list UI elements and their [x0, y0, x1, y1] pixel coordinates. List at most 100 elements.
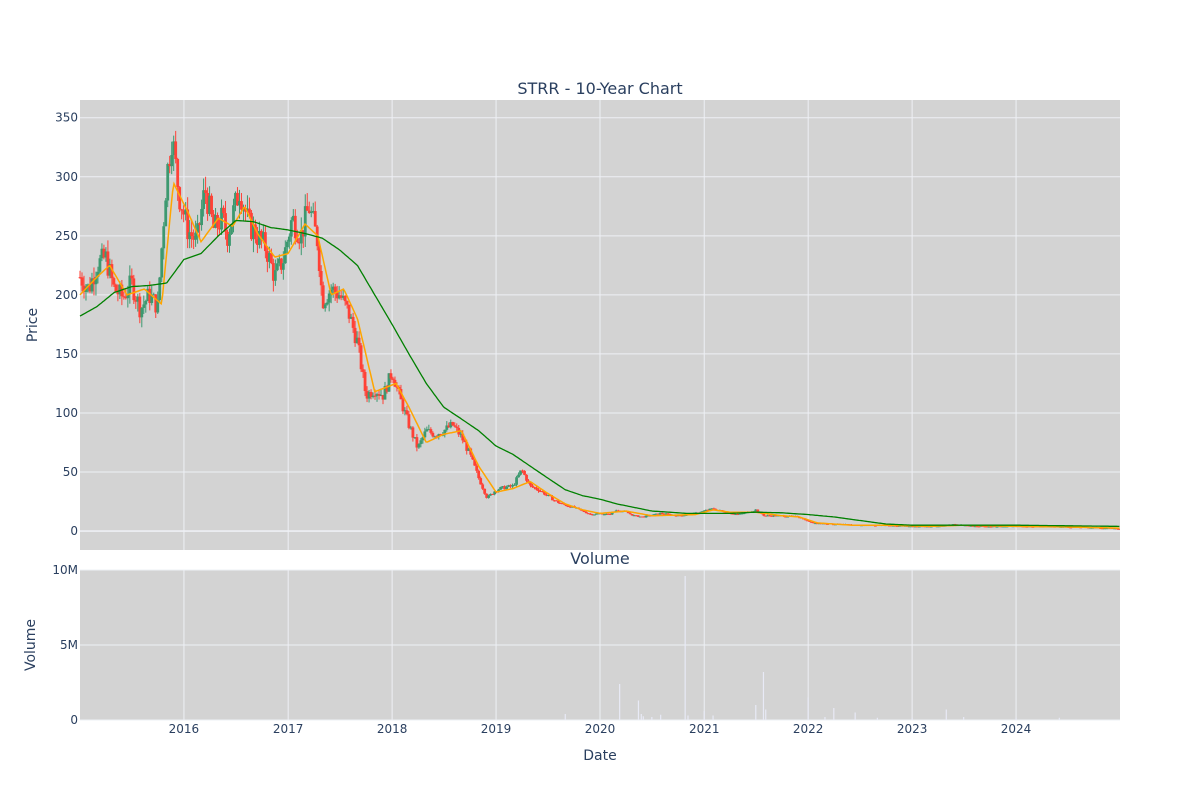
candle-body [413, 437, 417, 439]
candle-body [523, 470, 526, 475]
candle-body [108, 264, 112, 276]
date-x-tick-label: 2020 [585, 722, 616, 736]
candle-body [277, 258, 281, 264]
candle-body [543, 491, 546, 495]
date-x-tick-label: 2018 [377, 722, 408, 736]
candle-body [491, 493, 495, 495]
candle-body [202, 190, 205, 209]
candle-body [230, 224, 233, 235]
candle-body [652, 514, 656, 516]
candle-body [584, 511, 588, 514]
candle-body [559, 502, 562, 504]
candle-body [592, 514, 596, 516]
candle-body [236, 192, 239, 206]
candle-body [94, 276, 98, 285]
volume-bar [637, 700, 640, 720]
candle-body [582, 510, 586, 512]
candle-body [152, 294, 156, 296]
candle-body [568, 506, 572, 508]
candle-body [915, 526, 919, 528]
candle-body [503, 486, 507, 490]
candle-body [244, 208, 247, 212]
candle-body [738, 513, 742, 515]
candle-body [736, 514, 740, 516]
candle-body [415, 437, 419, 448]
candle-body [1117, 528, 1120, 530]
candle-body [172, 141, 176, 156]
candle-body [234, 192, 237, 206]
candle-body [808, 520, 811, 522]
candle-body [369, 392, 373, 397]
candle-body [363, 371, 367, 392]
date-x-ticks: 2016 2017 2018 2019 2020 2021 2022 2023 2024 [169, 722, 1032, 736]
candle-body [134, 300, 138, 302]
candle-body [317, 246, 321, 271]
candle-body [82, 285, 86, 292]
candle-body [200, 208, 203, 226]
candle-body [511, 485, 514, 487]
candle-body [814, 523, 817, 525]
candle-body [357, 337, 361, 346]
candle-body [451, 422, 455, 426]
date-x-tick-label: 2024 [1001, 722, 1032, 736]
candle-body [256, 239, 259, 245]
volume-bars [564, 576, 1060, 720]
candle-body [812, 522, 815, 524]
candle-body [806, 520, 810, 522]
volume-axis-title: Volume [23, 619, 39, 671]
candle-body [407, 414, 411, 428]
candle-body [343, 295, 347, 302]
candle-body [311, 211, 315, 213]
candle-body [337, 295, 341, 299]
candle-body [144, 301, 148, 305]
candle-body [973, 526, 977, 528]
candle-body [551, 496, 554, 501]
candle-body [186, 209, 190, 240]
candle-body [674, 515, 678, 517]
candle-body [1103, 528, 1107, 530]
candle-body [487, 495, 491, 498]
candle-body [632, 515, 636, 517]
candle-body [975, 526, 979, 528]
candle-body [636, 515, 640, 517]
candle-body [969, 525, 973, 527]
candle-body [417, 444, 421, 448]
price-y-tick-label: 150 [55, 347, 78, 361]
candle-body [174, 141, 178, 160]
candle-body [90, 278, 94, 292]
candle-body [764, 515, 768, 517]
candle-body [455, 426, 459, 428]
candle-body [533, 487, 536, 489]
candle-body [704, 510, 708, 512]
candle-body [909, 526, 913, 528]
candle-body [664, 513, 668, 515]
candle-body [768, 515, 772, 517]
candle-body [463, 440, 467, 443]
candle-body [439, 434, 443, 436]
volume-bar [945, 709, 947, 720]
price-axis-title: Price [25, 308, 41, 342]
candle-body [497, 489, 501, 492]
candle-body [122, 296, 126, 298]
candle-body [359, 345, 363, 370]
candle-body [375, 394, 379, 396]
candle-body [437, 434, 441, 437]
candle-body [431, 432, 435, 437]
candle-body [321, 285, 325, 309]
candle-body [730, 513, 734, 515]
candle-body [897, 525, 901, 527]
candle-body [983, 526, 987, 528]
candle-body [313, 211, 317, 227]
candle-body [112, 278, 116, 285]
candle-body [114, 284, 118, 292]
candle-body [658, 513, 662, 515]
candle-body [644, 515, 648, 518]
candle-body [345, 301, 349, 305]
candle-body [208, 195, 211, 214]
candle-body [425, 429, 429, 432]
volume-bar [564, 714, 566, 720]
candle-body [774, 515, 778, 517]
candle-body [911, 526, 915, 528]
candle-body [766, 515, 770, 517]
candle-body [258, 230, 261, 245]
